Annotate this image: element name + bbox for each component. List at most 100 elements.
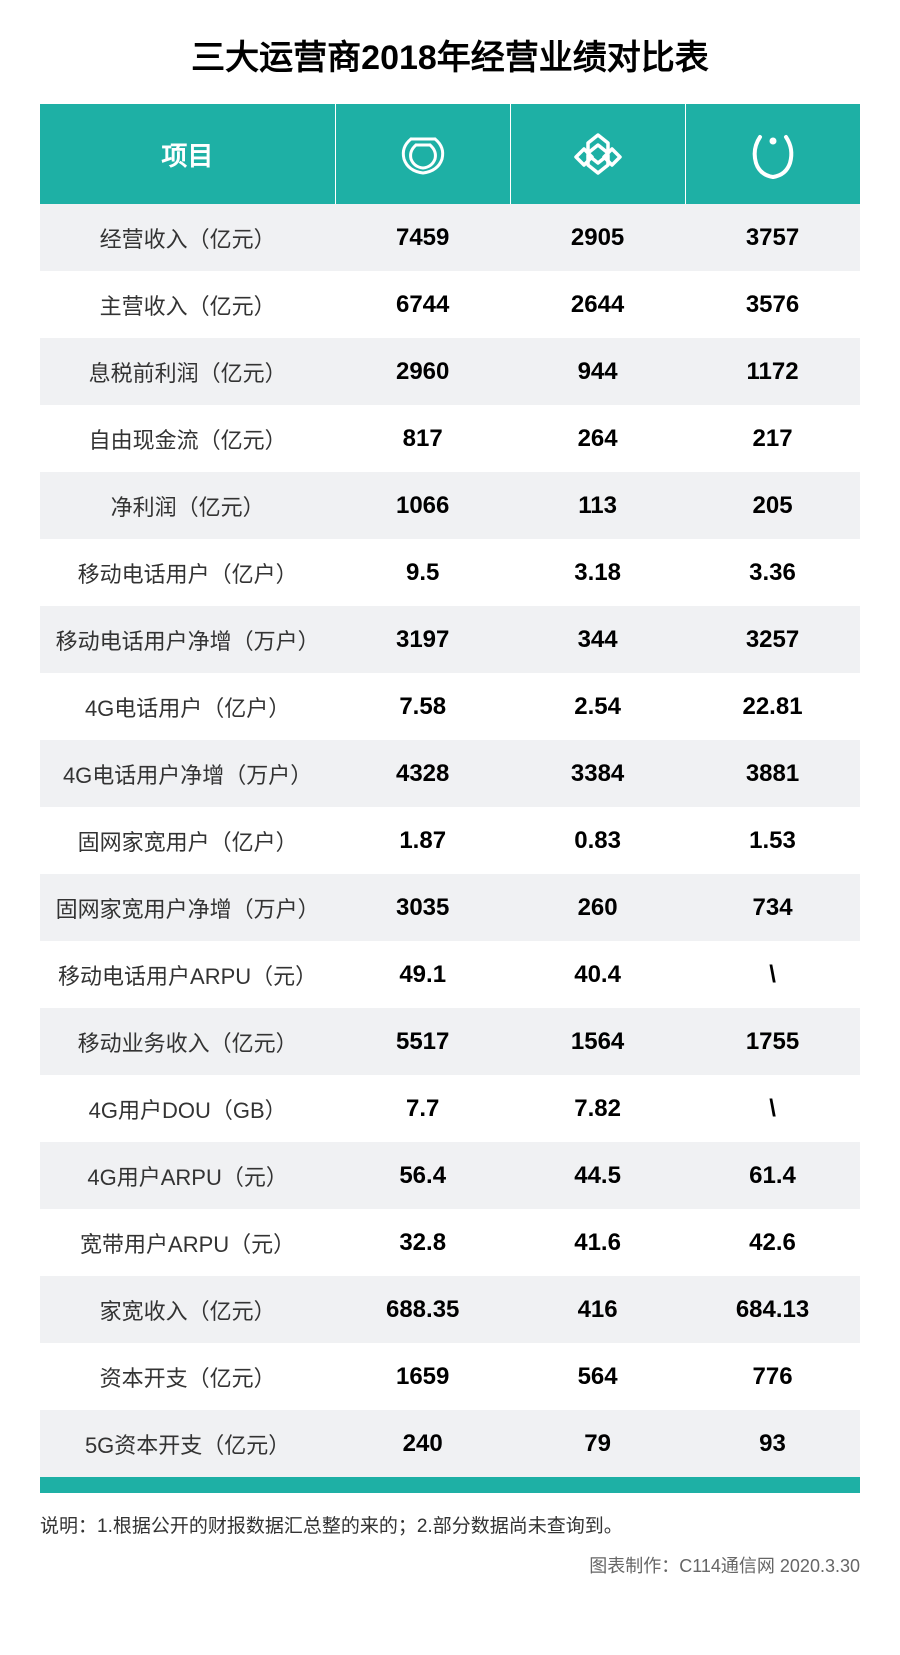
table-row: 资本开支（亿元）1659564776 <box>40 1343 860 1410</box>
row-value: 6744 <box>335 271 510 338</box>
table-row: 4G电话用户（亿户）7.582.5422.81 <box>40 673 860 740</box>
row-label: 移动电话用户ARPU（元） <box>40 941 335 1008</box>
row-label: 净利润（亿元） <box>40 472 335 539</box>
table-row: 4G用户ARPU（元）56.444.561.4 <box>40 1142 860 1209</box>
row-value: 7459 <box>335 204 510 271</box>
row-label: 宽带用户ARPU（元） <box>40 1209 335 1276</box>
row-label: 经营收入（亿元） <box>40 204 335 271</box>
row-value: 416 <box>510 1276 685 1343</box>
row-value: \ <box>685 1075 860 1142</box>
row-label: 4G电话用户（亿户） <box>40 673 335 740</box>
row-value: 217 <box>685 405 860 472</box>
row-value: 817 <box>335 405 510 472</box>
header-label-col: 项目 <box>40 104 335 204</box>
row-value: 3257 <box>685 606 860 673</box>
row-value: 22.81 <box>685 673 860 740</box>
row-value: 1755 <box>685 1008 860 1075</box>
table-row: 移动电话用户（亿户）9.53.183.36 <box>40 539 860 606</box>
note-text: 说明：1.根据公开的财报数据汇总整的来的；2.部分数据尚未查询到。 <box>40 1511 860 1538</box>
row-value: 42.6 <box>685 1209 860 1276</box>
row-label: 息税前利润（亿元） <box>40 338 335 405</box>
row-value: 734 <box>685 874 860 941</box>
row-value: 260 <box>510 874 685 941</box>
row-value: 44.5 <box>510 1142 685 1209</box>
table-row: 移动业务收入（亿元）551715641755 <box>40 1008 860 1075</box>
row-value: 3035 <box>335 874 510 941</box>
header-china-unicom <box>510 104 685 204</box>
row-value: 7.7 <box>335 1075 510 1142</box>
table-row: 4G电话用户净增（万户）432833843881 <box>40 740 860 807</box>
row-value: 40.4 <box>510 941 685 1008</box>
row-label: 移动业务收入（亿元） <box>40 1008 335 1075</box>
row-label: 自由现金流（亿元） <box>40 405 335 472</box>
row-value: 1.53 <box>685 807 860 874</box>
china-mobile-icon <box>396 127 450 181</box>
row-value: 1066 <box>335 472 510 539</box>
row-value: 4328 <box>335 740 510 807</box>
row-value: 205 <box>685 472 860 539</box>
table-row: 宽带用户ARPU（元）32.841.642.6 <box>40 1209 860 1276</box>
row-value: 3384 <box>510 740 685 807</box>
china-telecom-icon <box>746 127 800 181</box>
row-value: 5517 <box>335 1008 510 1075</box>
row-value: 49.1 <box>335 941 510 1008</box>
row-value: 79 <box>510 1410 685 1477</box>
row-value: 93 <box>685 1410 860 1477</box>
row-value: 3576 <box>685 271 860 338</box>
row-value: 41.6 <box>510 1209 685 1276</box>
table-bottom-bar <box>40 1477 860 1493</box>
table-row: 5G资本开支（亿元）2407993 <box>40 1410 860 1477</box>
row-value: 684.13 <box>685 1276 860 1343</box>
row-value: 3.36 <box>685 539 860 606</box>
table-row: 移动电话用户ARPU（元）49.140.4\ <box>40 941 860 1008</box>
comparison-table: 项目 <box>40 104 860 1477</box>
row-value: 1659 <box>335 1343 510 1410</box>
row-value: 0.83 <box>510 807 685 874</box>
table-row: 固网家宽用户（亿户）1.870.831.53 <box>40 807 860 874</box>
row-value: 3881 <box>685 740 860 807</box>
table-row: 自由现金流（亿元）817264217 <box>40 405 860 472</box>
row-value: 2905 <box>510 204 685 271</box>
row-label: 移动电话用户（亿户） <box>40 539 335 606</box>
row-label: 移动电话用户净增（万户） <box>40 606 335 673</box>
row-value: 1172 <box>685 338 860 405</box>
header-china-mobile <box>335 104 510 204</box>
row-value: 3.18 <box>510 539 685 606</box>
row-value: 7.58 <box>335 673 510 740</box>
row-value: 240 <box>335 1410 510 1477</box>
row-label: 资本开支（亿元） <box>40 1343 335 1410</box>
page-title: 三大运营商2018年经营业绩对比表 <box>40 30 860 79</box>
table-body: 经营收入（亿元）745929053757主营收入（亿元）674426443576… <box>40 204 860 1477</box>
header-china-telecom <box>685 104 860 204</box>
table-row: 主营收入（亿元）674426443576 <box>40 271 860 338</box>
row-value: 1.87 <box>335 807 510 874</box>
row-label: 固网家宽用户净增（万户） <box>40 874 335 941</box>
row-value: 113 <box>510 472 685 539</box>
row-value: 944 <box>510 338 685 405</box>
table-row: 净利润（亿元）1066113205 <box>40 472 860 539</box>
row-value: 264 <box>510 405 685 472</box>
china-unicom-icon <box>571 127 625 181</box>
table-row: 家宽收入（亿元）688.35416684.13 <box>40 1276 860 1343</box>
row-value: 776 <box>685 1343 860 1410</box>
row-value: 61.4 <box>685 1142 860 1209</box>
table-row: 经营收入（亿元）745929053757 <box>40 204 860 271</box>
row-value: 9.5 <box>335 539 510 606</box>
row-value: 3197 <box>335 606 510 673</box>
row-value: 2644 <box>510 271 685 338</box>
table-row: 固网家宽用户净增（万户）3035260734 <box>40 874 860 941</box>
table-row: 息税前利润（亿元）29609441172 <box>40 338 860 405</box>
row-value: 7.82 <box>510 1075 685 1142</box>
row-label: 固网家宽用户（亿户） <box>40 807 335 874</box>
row-value: \ <box>685 941 860 1008</box>
row-value: 32.8 <box>335 1209 510 1276</box>
row-label: 4G电话用户净增（万户） <box>40 740 335 807</box>
row-value: 688.35 <box>335 1276 510 1343</box>
row-value: 344 <box>510 606 685 673</box>
row-label: 5G资本开支（亿元） <box>40 1410 335 1477</box>
row-value: 2960 <box>335 338 510 405</box>
table-header-row: 项目 <box>40 104 860 204</box>
row-label: 家宽收入（亿元） <box>40 1276 335 1343</box>
table-row: 移动电话用户净增（万户）31973443257 <box>40 606 860 673</box>
row-value: 56.4 <box>335 1142 510 1209</box>
